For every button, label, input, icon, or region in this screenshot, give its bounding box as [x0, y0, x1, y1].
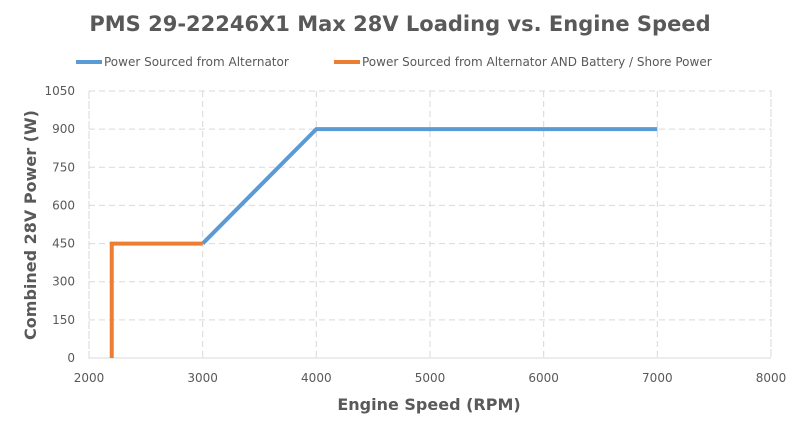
x-tick-label: 3000 — [187, 371, 218, 385]
y-tick-label: 1050 — [44, 84, 75, 98]
y-axis-title: Combined 28V Power (W) — [21, 110, 40, 340]
series-line-alternator-battery-shore — [109, 241, 203, 358]
plot-area — [88, 90, 772, 359]
y-tick-label: 0 — [67, 351, 75, 365]
x-tick-label: 4000 — [301, 371, 332, 385]
y-tick-label: 450 — [52, 237, 75, 251]
x-tick-label: 2000 — [74, 371, 105, 385]
y-tick-label: 900 — [52, 122, 75, 136]
y-tick-label: 150 — [52, 313, 75, 327]
y-tick-label: 600 — [52, 198, 75, 212]
chart-title: PMS 29-22246X1 Max 28V Loading vs. Engin… — [89, 12, 710, 36]
x-tick-labels: 2000 3000 4000 5000 6000 7000 8000 — [74, 371, 787, 385]
y-tick-label: 750 — [52, 160, 75, 174]
x-axis-title: Engine Speed (RPM) — [337, 395, 520, 414]
y-tick-labels: 0 150 300 450 600 750 900 1050 — [44, 84, 75, 365]
legend-label-alternator-battery-shore: Power Sourced from Alternator AND Batter… — [362, 55, 712, 69]
x-tick-label: 6000 — [528, 371, 559, 385]
x-tick-label: 5000 — [415, 371, 446, 385]
x-tick-label: 8000 — [756, 371, 787, 385]
series-layer — [109, 127, 658, 358]
legend-label-alternator: Power Sourced from Alternator — [104, 55, 289, 69]
legend: Power Sourced from Alternator Power Sour… — [76, 55, 712, 69]
x-tick-label: 7000 — [642, 371, 673, 385]
y-tick-label: 300 — [52, 275, 75, 289]
series-line-alternator — [201, 127, 658, 245]
